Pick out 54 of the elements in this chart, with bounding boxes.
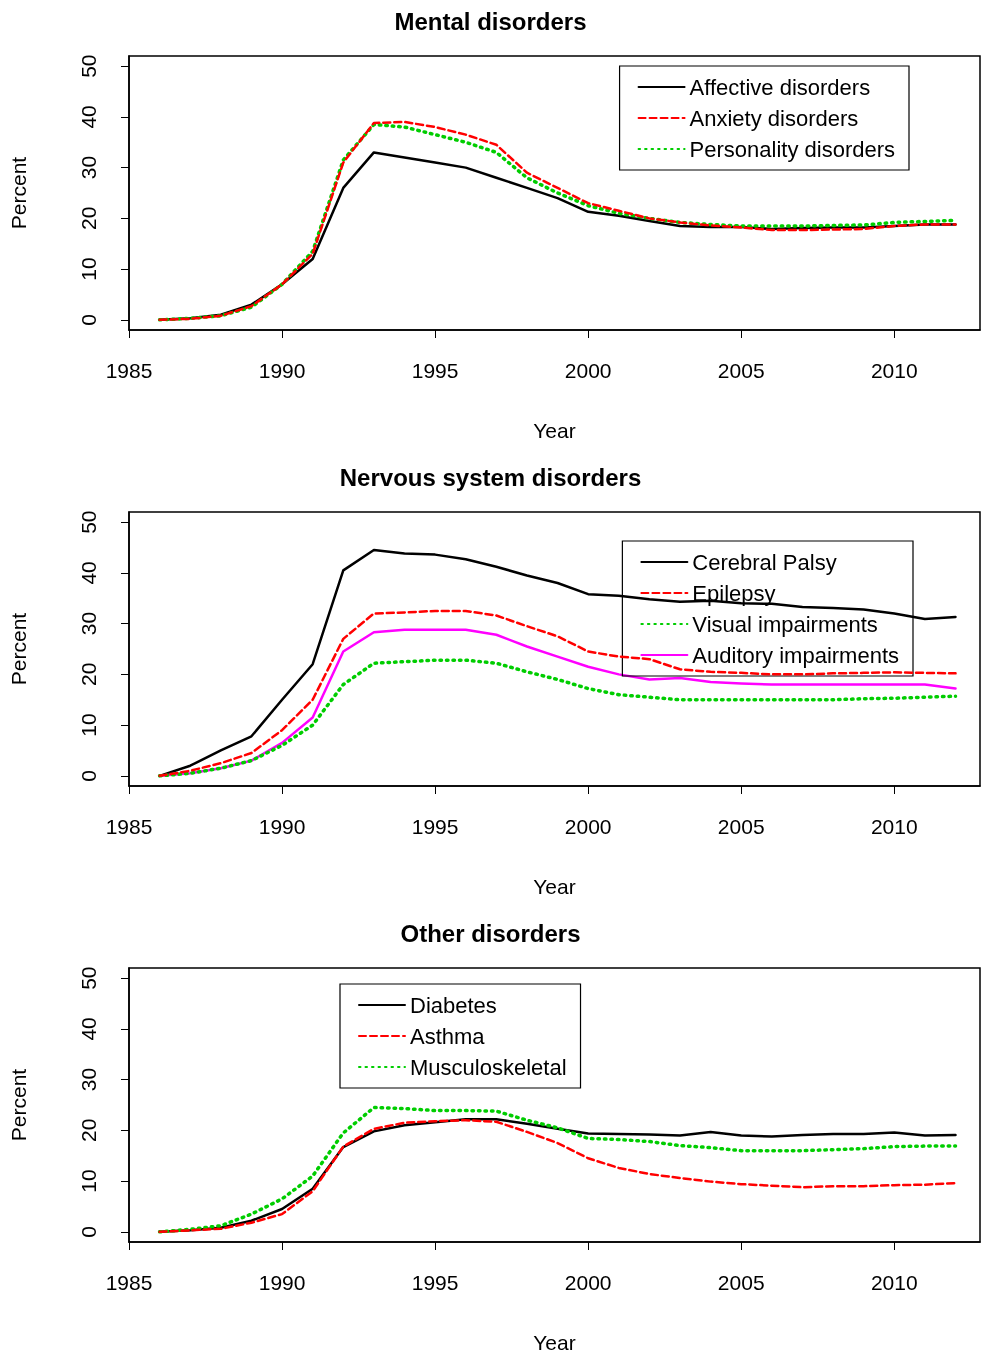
x-tick-label: 2010	[870, 359, 918, 382]
x-axis-title: Year	[533, 875, 576, 898]
x-tick-label: 2000	[564, 1271, 612, 1294]
x-tick-label: 1990	[258, 359, 306, 382]
y-tick-label: 20	[77, 662, 100, 687]
legend-label: Visual impairments	[692, 611, 878, 637]
legend-label: Personality disorders	[689, 136, 896, 162]
legend-label: Musculoskeletal	[410, 1054, 567, 1080]
y-tick-label: 30	[77, 1067, 100, 1092]
y-axis-title: Percent	[7, 1068, 30, 1142]
y-tick-label: 50	[77, 54, 100, 78]
x-axis-title: Year	[533, 419, 576, 442]
y-tick-label: 20	[77, 1118, 100, 1143]
y-tick-label: 30	[77, 611, 100, 636]
legend-label: Anxiety disorders	[689, 105, 859, 131]
y-axis-title: Percent	[7, 612, 30, 686]
x-tick-label: 1985	[105, 815, 153, 838]
x-tick-label: 1990	[258, 1271, 306, 1294]
y-tick-label: 40	[77, 561, 100, 585]
chart-title: Mental disorders	[394, 7, 587, 35]
legend-label: Diabetes	[410, 992, 497, 1018]
x-tick-label: 1995	[411, 359, 459, 382]
legend-label: Asthma	[410, 1023, 486, 1049]
y-tick-label: 50	[77, 966, 100, 990]
y-tick-label: 20	[77, 206, 100, 231]
x-tick-label: 1990	[258, 815, 306, 838]
chart-title: Other disorders	[400, 919, 581, 947]
y-axis-title: Percent	[7, 156, 30, 230]
x-tick-label: 1985	[105, 1271, 153, 1294]
x-tick-label: 2010	[870, 815, 918, 838]
chart-title: Nervous system disorders	[339, 463, 642, 491]
y-tick-label: 40	[77, 1017, 100, 1041]
legend-label: Cerebral Palsy	[692, 549, 837, 575]
y-tick-label: 0	[77, 314, 100, 326]
x-tick-label: 2000	[564, 359, 612, 382]
y-tick-label: 0	[77, 770, 100, 782]
x-tick-label: 2010	[870, 1271, 918, 1294]
y-tick-label: 10	[77, 257, 100, 281]
legend-label: Affective disorders	[689, 74, 871, 100]
x-tick-label: 2000	[564, 815, 612, 838]
y-tick-label: 10	[77, 1169, 100, 1193]
x-tick-label: 2005	[717, 1271, 765, 1294]
y-tick-label: 50	[77, 510, 100, 534]
y-tick-label: 0	[77, 1226, 100, 1238]
x-tick-label: 2005	[717, 359, 765, 382]
y-tick-label: 40	[77, 105, 100, 129]
y-tick-label: 30	[77, 155, 100, 180]
x-tick-label: 1985	[105, 359, 153, 382]
x-tick-label: 2005	[717, 815, 765, 838]
x-tick-label: 1995	[411, 1271, 459, 1294]
legend-label: Auditory impairments	[692, 642, 900, 668]
x-axis-title: Year	[533, 1331, 576, 1354]
y-tick-label: 10	[77, 713, 100, 737]
x-tick-label: 1995	[411, 815, 459, 838]
